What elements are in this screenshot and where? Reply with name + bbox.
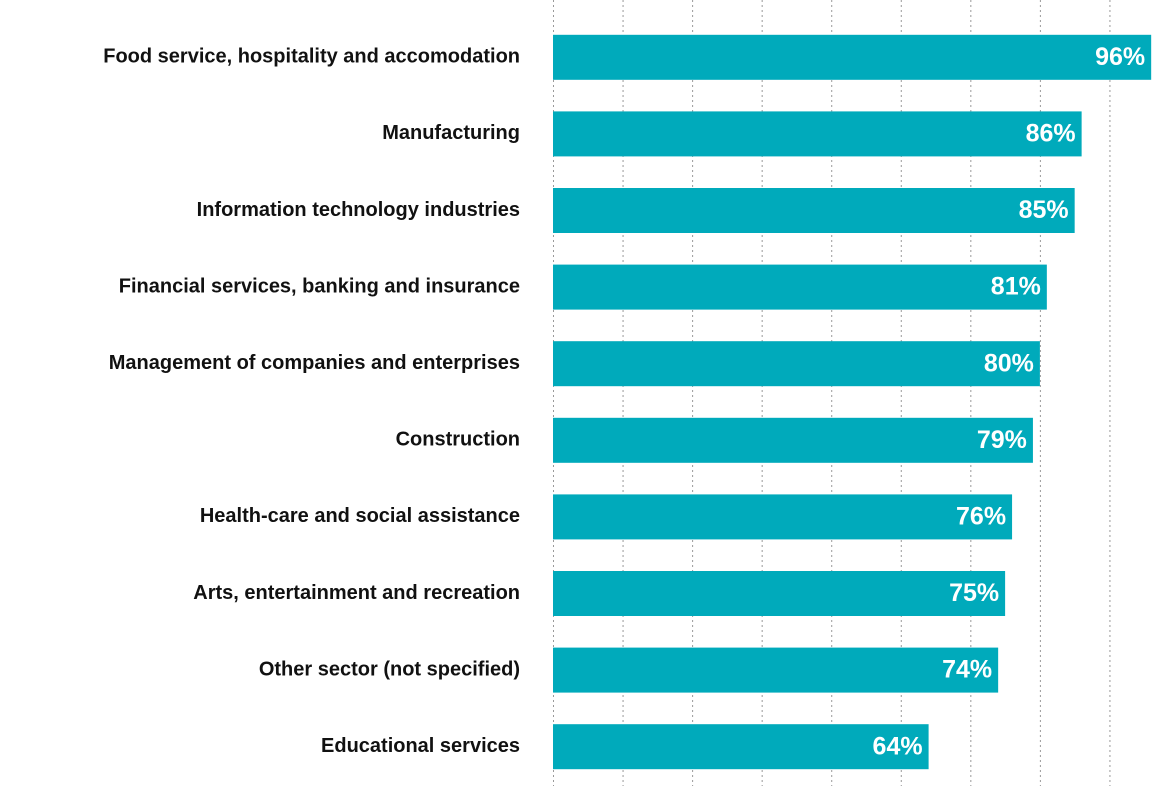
bar — [553, 724, 929, 770]
bar — [553, 571, 1006, 616]
bar — [553, 188, 1075, 233]
value-label: 76% — [956, 503, 1006, 531]
category-label: Construction — [396, 429, 520, 451]
bar — [553, 341, 1040, 387]
value-label: 74% — [942, 656, 992, 684]
category-label: Information technology industries — [197, 199, 520, 221]
value-label: 86% — [1026, 120, 1076, 148]
bar — [553, 264, 1047, 310]
value-label: 85% — [1019, 196, 1069, 224]
category-label: Other sector (not specified) — [259, 658, 520, 680]
value-label: 64% — [873, 732, 923, 760]
category-label: Educational services — [321, 735, 520, 757]
value-label: 79% — [977, 426, 1027, 454]
category-label: Financial services, banking and insuranc… — [119, 275, 520, 297]
value-label: 81% — [991, 273, 1041, 301]
category-label: Food service, hospitality and accomodati… — [103, 46, 520, 68]
category-label: Health-care and social assistance — [200, 505, 520, 527]
bar — [553, 647, 999, 693]
bar — [553, 111, 1082, 157]
category-label: Manufacturing — [382, 122, 520, 144]
bar — [553, 34, 1152, 80]
bar — [553, 417, 1033, 463]
value-label: 80% — [984, 349, 1034, 377]
category-label: Arts, entertainment and recreation — [193, 582, 520, 604]
bar — [553, 494, 1013, 540]
category-label: Management of companies and enterprises — [109, 352, 520, 374]
value-label: 96% — [1095, 43, 1145, 71]
value-label: 75% — [949, 579, 999, 607]
